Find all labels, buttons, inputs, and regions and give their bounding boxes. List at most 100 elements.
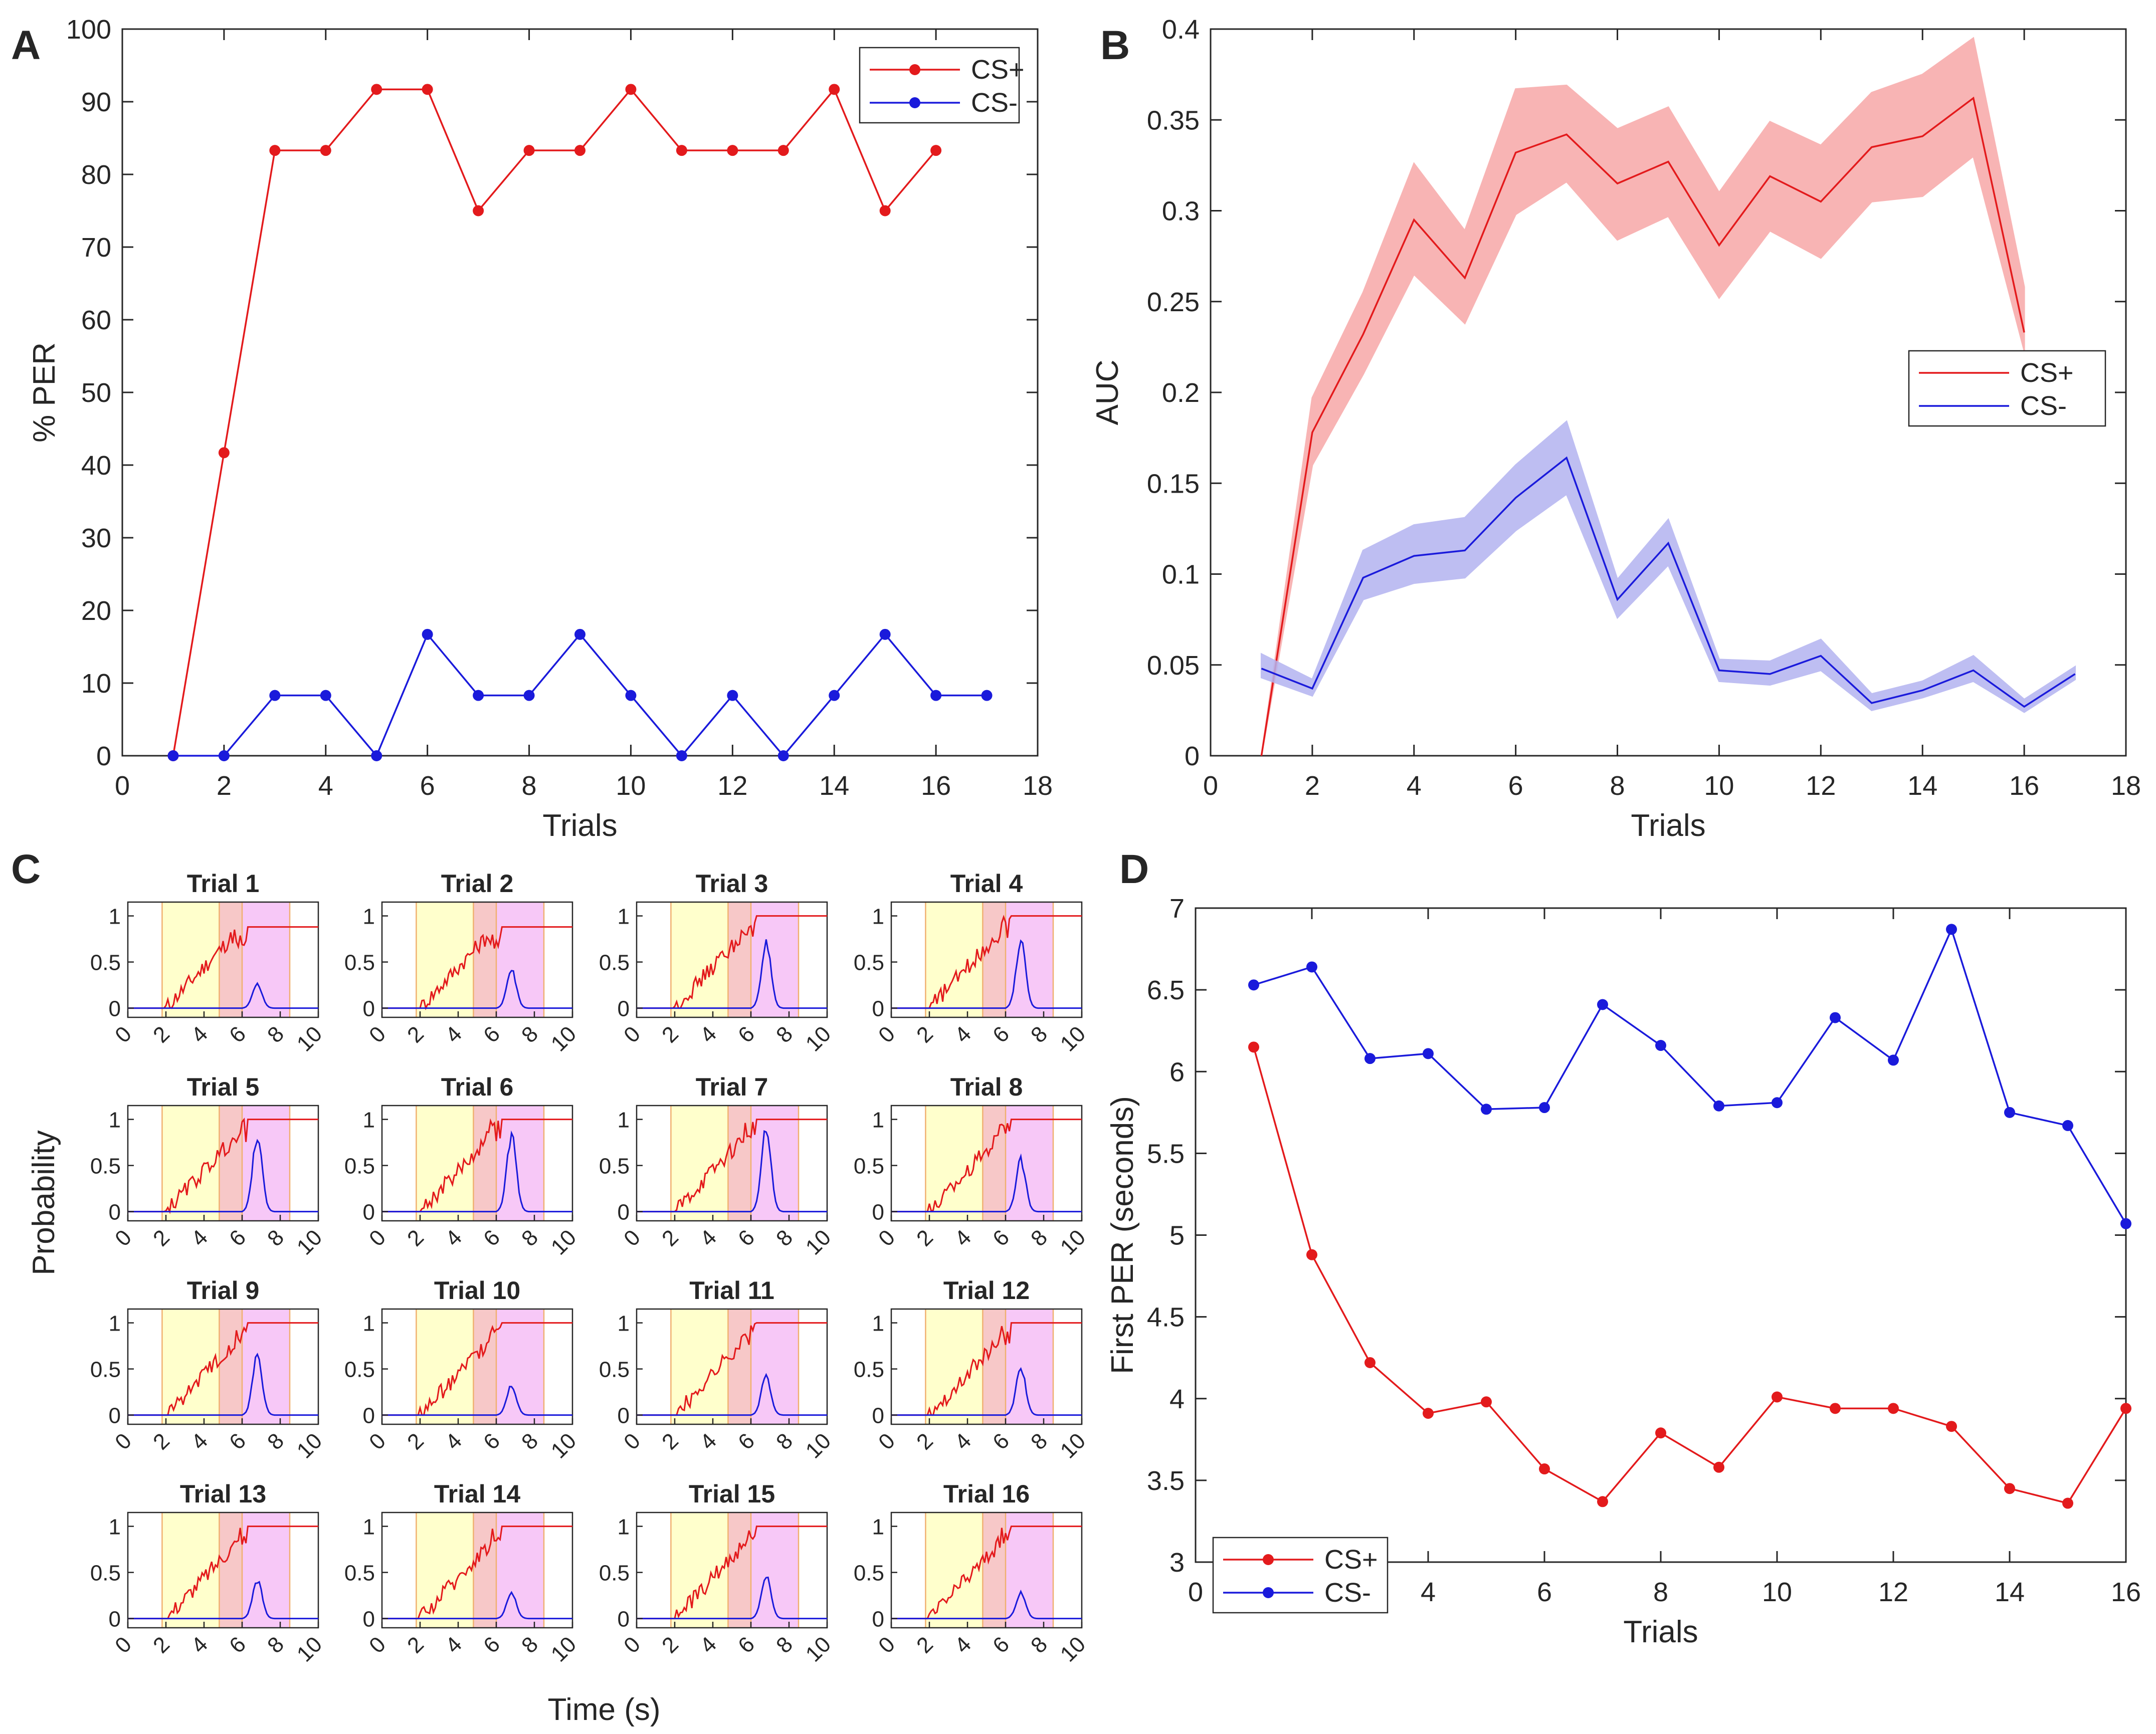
subplot-trial-1: Trial 100.510 2 4 6 8 10 — [90, 870, 327, 1056]
y-tick-label: 50 — [81, 378, 111, 408]
subplot-title: Trial 3 — [696, 870, 768, 898]
y-tick-label: 3 — [1169, 1548, 1185, 1578]
y-tick-label: 1 — [363, 1108, 375, 1133]
point-CS- — [625, 690, 637, 701]
cs-minus-trace — [128, 1581, 318, 1620]
legend: CS+CS- — [859, 47, 1025, 124]
subplot-trial-9: Trial 900.510 2 4 6 8 10 — [90, 1276, 327, 1463]
stimulus-region — [728, 1512, 751, 1628]
point-CS- — [2004, 1107, 2015, 1118]
y-tick-label: 1 — [618, 1108, 630, 1133]
series-line-CS- — [1261, 456, 2076, 708]
y-tick-label: 5.5 — [1147, 1139, 1185, 1169]
point-CS- — [1481, 1104, 1492, 1115]
y-tick-label: 0.5 — [90, 1358, 121, 1382]
cs-minus-trace — [891, 939, 1082, 1009]
y-tick-label: 0.2 — [1162, 378, 1200, 408]
y-tick-label: 1 — [109, 905, 121, 929]
legend-marker-CS- — [909, 97, 920, 108]
point-CS+ — [1481, 1396, 1492, 1408]
y-tick-label: 60 — [81, 305, 111, 335]
x-tick-label: 6 — [1537, 1577, 1552, 1607]
stimulus-region — [219, 1309, 242, 1424]
panel-A: 0 2 4 6 8 10 12 14 16 18 0 10 20 30 40 50 60 70 80 90 100 Tri… — [11, 15, 1053, 843]
y-tick-label: 0.5 — [599, 1358, 630, 1382]
subplot-title: Trial 7 — [696, 1073, 768, 1101]
cs-minus-trace — [382, 1130, 572, 1213]
plot-area — [121, 28, 1039, 757]
cs-minus-trace — [128, 1139, 318, 1213]
cs-minus-trace — [637, 1130, 827, 1213]
point-CS+ — [2004, 1483, 2015, 1494]
point-CS+ — [1946, 1421, 1957, 1432]
point-CS+ — [1248, 1041, 1259, 1053]
subplot-title: Trial 5 — [187, 1073, 260, 1101]
subplot-box — [381, 1511, 573, 1629]
point-CS+ — [473, 205, 484, 216]
legend-label-CS-: CS- — [2020, 391, 2067, 421]
x-tick-label: 4 — [1421, 1577, 1436, 1607]
series-line-CS+ — [172, 88, 937, 756]
point-CS- — [1772, 1097, 1783, 1109]
y-tick-label: 0 — [618, 1607, 630, 1632]
x-tick-label: 8 — [1610, 771, 1625, 801]
x-tick-label: 14 — [819, 771, 849, 801]
y-tick-label: 0.5 — [599, 951, 630, 975]
y-tick-label: 1 — [363, 1312, 375, 1336]
y-tick-label: 0.5 — [854, 1154, 884, 1179]
point-CS+ — [1423, 1408, 1434, 1419]
subplot-title: Trial 12 — [943, 1276, 1030, 1305]
subplot-title: Trial 1 — [187, 870, 260, 898]
stimulus-region — [219, 902, 242, 1017]
y-tick-label: 0.3 — [1162, 196, 1200, 227]
point-CS+ — [523, 145, 535, 156]
plot-area — [1195, 907, 2127, 1563]
y-tick-label: 0 — [618, 997, 630, 1021]
subplot-title: Trial 16 — [943, 1480, 1030, 1508]
x-tick-label: 12 — [1806, 771, 1836, 801]
point-CS- — [930, 690, 942, 701]
point-CS+ — [422, 84, 433, 95]
x-axis-label: Trials — [1631, 808, 1705, 843]
y-tick-label: 0 — [363, 1404, 375, 1428]
stimulus-region — [751, 1106, 799, 1221]
point-CS- — [1306, 961, 1317, 973]
y-tick-label: 0.25 — [1147, 287, 1200, 317]
cs-minus-trace — [382, 1591, 572, 1620]
point-CS- — [1364, 1053, 1376, 1064]
y-tick-label: 0 — [363, 997, 375, 1021]
y-tick-label: 1 — [109, 1108, 121, 1133]
panel-letter: C — [11, 846, 41, 892]
legend-label-CS+: CS+ — [1324, 1545, 1378, 1575]
y-tick-label: 0 — [363, 1607, 375, 1632]
x-tick-label: 16 — [921, 771, 951, 801]
point-CS- — [371, 750, 382, 761]
stimulus-region — [671, 1512, 728, 1628]
x-tick-label: 10 — [616, 771, 646, 801]
point-CS- — [1597, 999, 1608, 1010]
y-tick-label: 0 — [109, 1404, 121, 1428]
x-tick-label: 18 — [2111, 771, 2141, 801]
subplot-box — [890, 1511, 1083, 1629]
stimulus-region — [1006, 902, 1053, 1017]
y-tick-label: 0 — [872, 1200, 884, 1225]
y-tick-label: 6.5 — [1147, 975, 1185, 1005]
stimulus-region — [983, 1106, 1006, 1221]
stimulus-region — [728, 1309, 751, 1424]
subplot-box — [127, 901, 319, 1018]
x-tick-label: 12 — [717, 771, 747, 801]
y-tick-label: 6 — [1169, 1057, 1185, 1087]
y-tick-label: 1 — [618, 905, 630, 929]
legend-marker-CS+ — [909, 64, 920, 75]
point-CS- — [523, 690, 535, 701]
y-tick-label: 0.5 — [344, 1358, 375, 1382]
x-tick-label: 4 — [1407, 771, 1422, 801]
subplot-title: Trial 13 — [180, 1480, 266, 1508]
point-CS+ — [829, 84, 840, 95]
y-tick-label: 0 — [618, 1200, 630, 1225]
y-tick-label: 0.05 — [1147, 651, 1200, 681]
